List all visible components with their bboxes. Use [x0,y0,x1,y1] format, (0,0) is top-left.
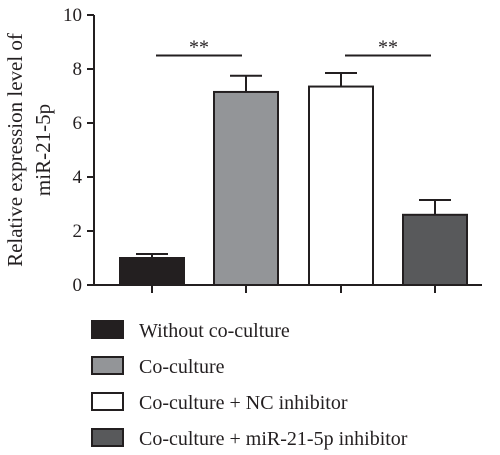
y-tick-label: 2 [73,221,83,242]
significance-annotations: ** ** [156,37,431,59]
legend-label-4: Co-culture + miR-21-5p inhibitor [139,428,408,450]
bar-4 [402,213,468,286]
y-axis-title-line2: miR-21-5p [31,104,55,196]
legend-swatch-1 [91,320,124,339]
bars [119,72,468,293]
legend-label-1: Without co-culture [139,320,290,342]
y-tick-label: 8 [73,59,83,80]
legend-label-2: Co-culture [139,356,225,378]
y-tick-label: 4 [73,167,83,188]
legend: Without co-culture Co-culture Co-culture +… [91,320,408,450]
y-axis-title-line1: Relative expression level of [3,33,27,267]
bar-1 [119,257,185,286]
significance-label: ** [378,37,398,59]
bar-3 [308,85,374,286]
legend-swatch-3 [91,392,124,411]
significance-label: ** [189,37,209,59]
y-tick-label: 0 [73,275,83,296]
y-tick-label: 6 [73,113,83,134]
legend-label-3: Co-culture + NC inhibitor [139,392,348,414]
legend-swatch-4 [91,428,124,447]
y-axis-ticks: 0 2 4 6 8 10 [63,5,94,296]
y-tick-label: 10 [63,5,82,26]
legend-swatch-2 [91,356,124,375]
bar-2 [213,90,279,286]
